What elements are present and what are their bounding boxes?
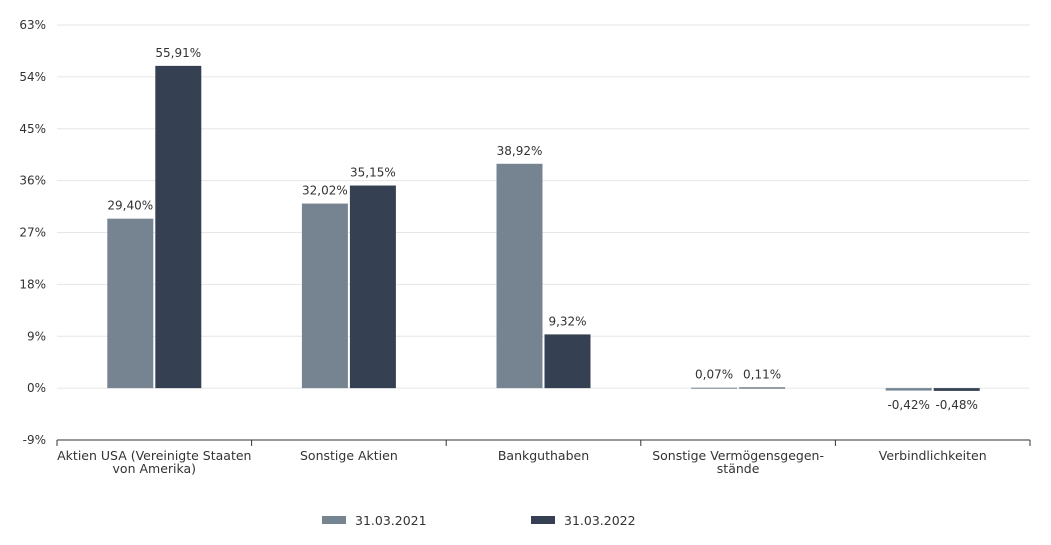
y-tick-label: 45% — [19, 122, 46, 136]
x-tick-label: Verbindlichkeiten — [879, 448, 987, 463]
data-labels: 29,40% 32,02% 38,92% 0,07% -0,42% 55,91% 35,15… — [107, 46, 978, 412]
bars — [107, 65, 980, 391]
bar — [349, 185, 396, 389]
y-tick-label: 0% — [27, 381, 46, 395]
data-label: 35,15% — [350, 166, 396, 180]
data-label: 0,11% — [743, 367, 781, 381]
y-tick-label: 63% — [19, 18, 46, 32]
data-label: -0,42% — [887, 398, 929, 412]
x-tick-label: Sonstige Vermögensgegen-stände — [652, 448, 824, 476]
legend: 31.03.2021 31.03.2022 — [322, 513, 636, 528]
bar — [155, 65, 202, 389]
x-tick-label: Sonstige Aktien — [300, 448, 398, 463]
bar — [885, 388, 932, 391]
data-label: -0,48% — [935, 398, 977, 412]
y-tick-label: 54% — [19, 70, 46, 84]
legend-swatch — [531, 516, 555, 524]
legend-swatch — [322, 516, 346, 524]
y-tick-label: 27% — [19, 226, 46, 240]
y-tick-label: 9% — [27, 329, 46, 343]
y-axis: -9% 0% 9% 18% 27% 36% 45% 54% 63% — [19, 18, 46, 447]
bar — [933, 388, 980, 391]
x-axis: Aktien USA (Vereinigte Staaten von Amerik… — [56, 439, 1031, 476]
data-label: 32,02% — [302, 184, 348, 198]
bar — [739, 387, 786, 389]
x-tick-label: Aktien USA (Vereinigte Staaten von Amerik… — [57, 448, 251, 476]
data-label: 55,91% — [155, 46, 201, 60]
y-tick-label: 36% — [19, 174, 46, 188]
data-label: 9,32% — [548, 314, 586, 328]
bar — [496, 163, 543, 389]
y-tick-label: -9% — [23, 433, 46, 447]
grid-lines — [57, 24, 1030, 389]
bar — [107, 218, 154, 389]
bar — [301, 203, 348, 389]
bar — [544, 334, 591, 389]
data-label: 29,40% — [107, 199, 153, 213]
y-tick-label: 18% — [19, 277, 46, 291]
x-tick-label: Bankguthaben — [498, 448, 589, 463]
data-label: 0,07% — [695, 368, 733, 382]
legend-label: 31.03.2022 — [564, 513, 636, 528]
data-label: 38,92% — [497, 144, 543, 158]
legend-label: 31.03.2021 — [355, 513, 427, 528]
bar — [691, 387, 738, 389]
